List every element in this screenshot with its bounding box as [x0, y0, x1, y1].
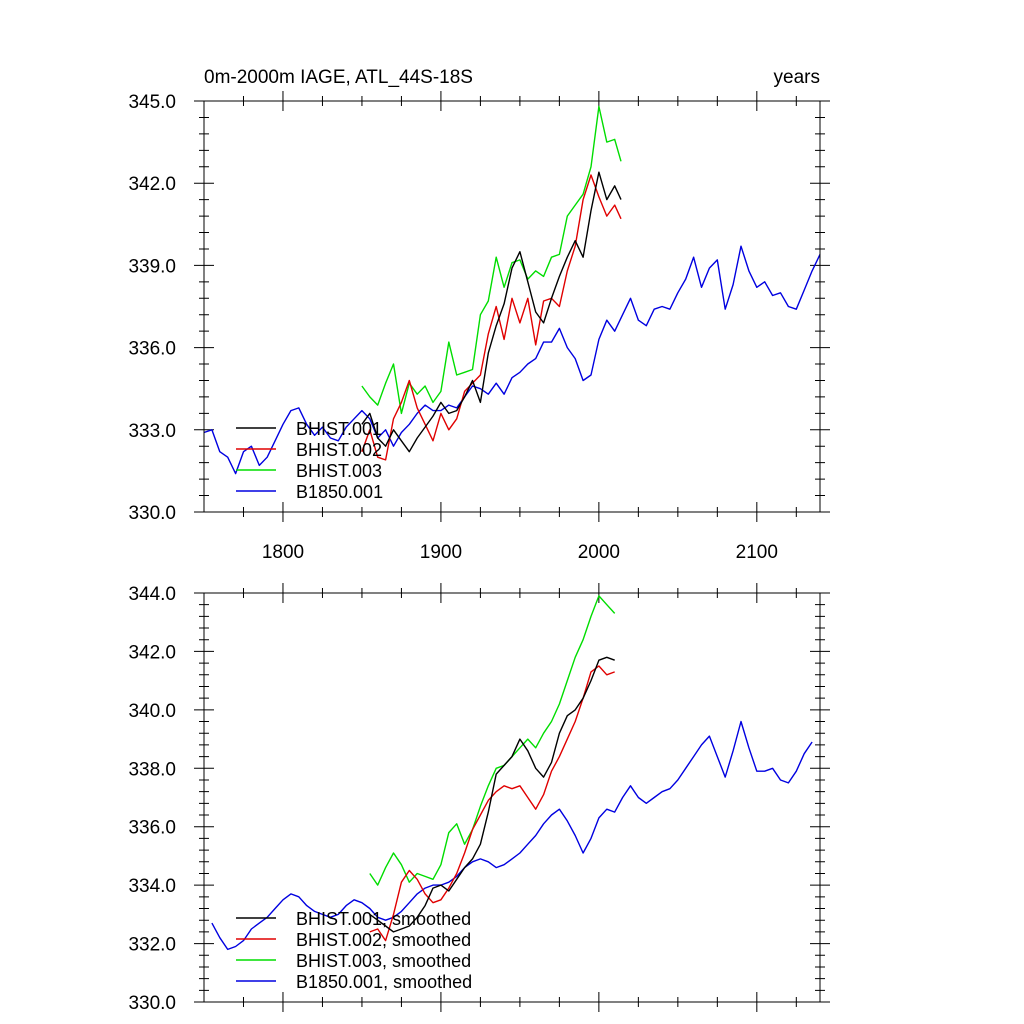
y-tick-label: 342.0	[128, 642, 176, 663]
y-tick-label: 345.0	[128, 92, 176, 113]
series-line	[369, 665, 615, 942]
series-lines	[203, 105, 821, 475]
legend-label: BHIST.003	[296, 461, 382, 481]
y-tick-label: 340.0	[128, 701, 176, 722]
y-tick-label: 332.0	[128, 935, 176, 956]
legend-label: BHIST.001	[296, 419, 382, 439]
plot-frame	[203, 592, 821, 1003]
legend-label: B1850.001	[296, 482, 383, 502]
x-tick-labels: 1800 1900 2000 2100	[262, 542, 778, 563]
y-tick-labels: 330.0 333.0 336.0 339.0 342.0 345.0	[128, 92, 176, 524]
series-line	[369, 595, 616, 886]
series-line	[361, 174, 622, 461]
legend-label: BHIST.002, smoothed	[296, 930, 471, 950]
series-line	[361, 171, 622, 453]
series-line	[361, 105, 622, 415]
top-panel: 0m-2000m IAGE, ATL_44S-18S years 330.033…	[128, 67, 830, 563]
x-tick-label: 2000	[578, 542, 620, 563]
legend-label: BHIST.002	[296, 440, 382, 460]
y-tick-label: 336.0	[128, 339, 176, 360]
series-line	[369, 656, 615, 933]
plot-frame	[203, 100, 821, 513]
y-tick-label: 342.0	[128, 174, 176, 195]
tick-marks	[194, 583, 830, 1012]
y-tick-label: 338.0	[128, 759, 176, 780]
tick-marks-path	[194, 91, 830, 522]
y-tick-label: 339.0	[128, 256, 176, 277]
series-lines	[211, 595, 813, 951]
legend-label: B1850.001, smoothed	[296, 972, 472, 992]
y-tick-label: 334.0	[128, 876, 176, 897]
series-line	[211, 720, 813, 951]
y-tick-label: 330.0	[128, 503, 176, 524]
units-label: years	[774, 67, 820, 88]
y-tick-labels: 330.0 332.0 334.0 336.0 338.0 340.0 342.0 344.0	[128, 584, 176, 1014]
legend-label: BHIST.001, smoothed	[296, 909, 471, 929]
x-tick-label: 2100	[736, 542, 778, 563]
x-tick-label: 1800	[262, 542, 304, 563]
bottom-panel: 330.0 332.0 334.0 336.0 338.0 340.0 342.0 344.0…	[128, 583, 830, 1014]
y-tick-label: 344.0	[128, 584, 176, 605]
y-tick-label: 333.0	[128, 421, 176, 442]
x-tick-label: 1900	[420, 542, 462, 563]
y-tick-label: 336.0	[128, 818, 176, 839]
series-line	[203, 245, 821, 475]
tick-marks-path	[194, 583, 830, 1012]
y-tick-label: 330.0	[128, 993, 176, 1014]
chart-title: 0m-2000m IAGE, ATL_44S-18S	[204, 67, 473, 88]
legend-label: BHIST.003, smoothed	[296, 951, 471, 971]
tick-marks	[194, 91, 830, 522]
